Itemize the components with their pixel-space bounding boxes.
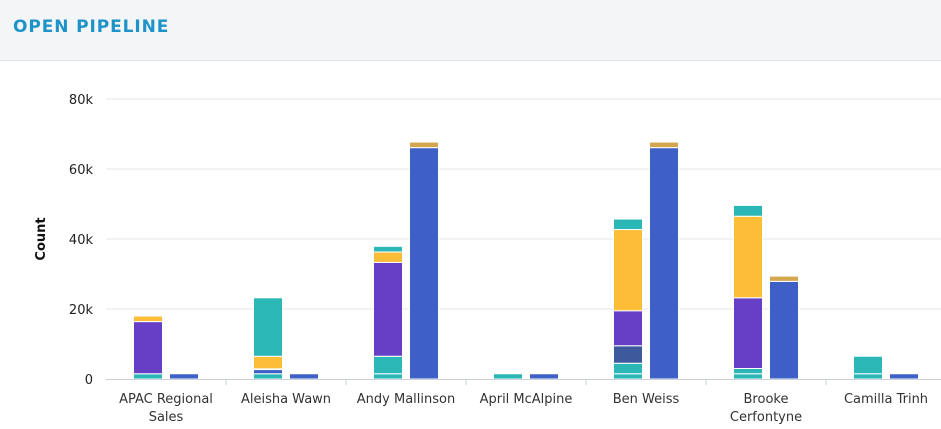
x-category-label: Aleisha Wawn <box>241 392 331 407</box>
bar-segment[interactable] <box>733 373 763 380</box>
bar-segment[interactable] <box>613 229 643 312</box>
bar-segment[interactable] <box>613 373 643 380</box>
x-category-label: Brooke <box>744 392 789 407</box>
bar-segment[interactable] <box>853 355 883 375</box>
bar-segment[interactable] <box>613 345 643 364</box>
bar-segment[interactable] <box>733 368 763 375</box>
bar-segment[interactable] <box>169 373 199 380</box>
bar-segment[interactable] <box>733 204 763 217</box>
bars <box>133 141 919 380</box>
bar-segment[interactable] <box>493 373 523 380</box>
bar-segment[interactable] <box>889 373 919 380</box>
bar-segment[interactable] <box>289 373 319 380</box>
panel-header: OPEN PIPELINE <box>0 0 941 61</box>
bar-segment[interactable] <box>253 355 283 370</box>
y-axis-ticks: 0 20k 40k 60k 80k <box>69 93 94 388</box>
y-tick-label: 20k <box>69 303 94 318</box>
y-tick-label: 0 <box>85 373 93 388</box>
x-category-label: Andy Mallinson <box>357 392 455 407</box>
y-tick-label: 40k <box>69 233 94 248</box>
bar-segment[interactable] <box>253 373 283 380</box>
open-pipeline-chart: 0 20k 40k 60k 80k Count APAC Regional Sales Al… <box>34 93 941 425</box>
bar-segment[interactable] <box>733 297 763 369</box>
x-axis-categories: APAC Regional Sales Aleisha Wawn Andy Malli… <box>119 379 928 425</box>
bar-segment[interactable] <box>373 355 403 375</box>
panel-title: OPEN PIPELINE <box>13 17 170 37</box>
bar-segment[interactable] <box>133 315 163 323</box>
bar-segment[interactable] <box>373 251 403 263</box>
bar-segment[interactable] <box>853 373 883 380</box>
x-category-label: Sales <box>149 410 184 425</box>
y-axis-title: Count <box>34 217 49 260</box>
bar-segment[interactable] <box>769 280 799 380</box>
bar-segment[interactable] <box>253 297 283 357</box>
x-category-label: Camilla Trinh <box>844 392 928 407</box>
bar-segment[interactable] <box>649 141 679 149</box>
bar-segment[interactable] <box>769 275 799 282</box>
gridlines <box>106 98 941 310</box>
y-tick-label: 60k <box>69 163 94 178</box>
bar-segment[interactable] <box>373 261 403 357</box>
bar-segment[interactable] <box>373 245 403 253</box>
x-category-label: Ben Weiss <box>613 392 680 407</box>
bar-segment[interactable] <box>613 310 643 347</box>
bar-segment[interactable] <box>613 362 643 375</box>
bar-segment[interactable] <box>253 369 283 375</box>
bar-segment[interactable] <box>649 147 679 380</box>
y-tick-label: 80k <box>69 93 94 108</box>
x-category-label: APAC Regional <box>119 392 213 407</box>
bar-segment[interactable] <box>373 373 403 380</box>
bar-segment[interactable] <box>409 141 439 149</box>
bar-segment[interactable] <box>733 215 763 299</box>
bar-segment[interactable] <box>529 373 559 380</box>
bar-segment[interactable] <box>133 373 163 380</box>
x-category-label: Cerfontyne <box>730 410 802 425</box>
bar-segment[interactable] <box>133 321 163 375</box>
bar-segment[interactable] <box>613 218 643 231</box>
bar-segment[interactable] <box>409 147 439 380</box>
x-category-label: April McAlpine <box>480 392 573 407</box>
